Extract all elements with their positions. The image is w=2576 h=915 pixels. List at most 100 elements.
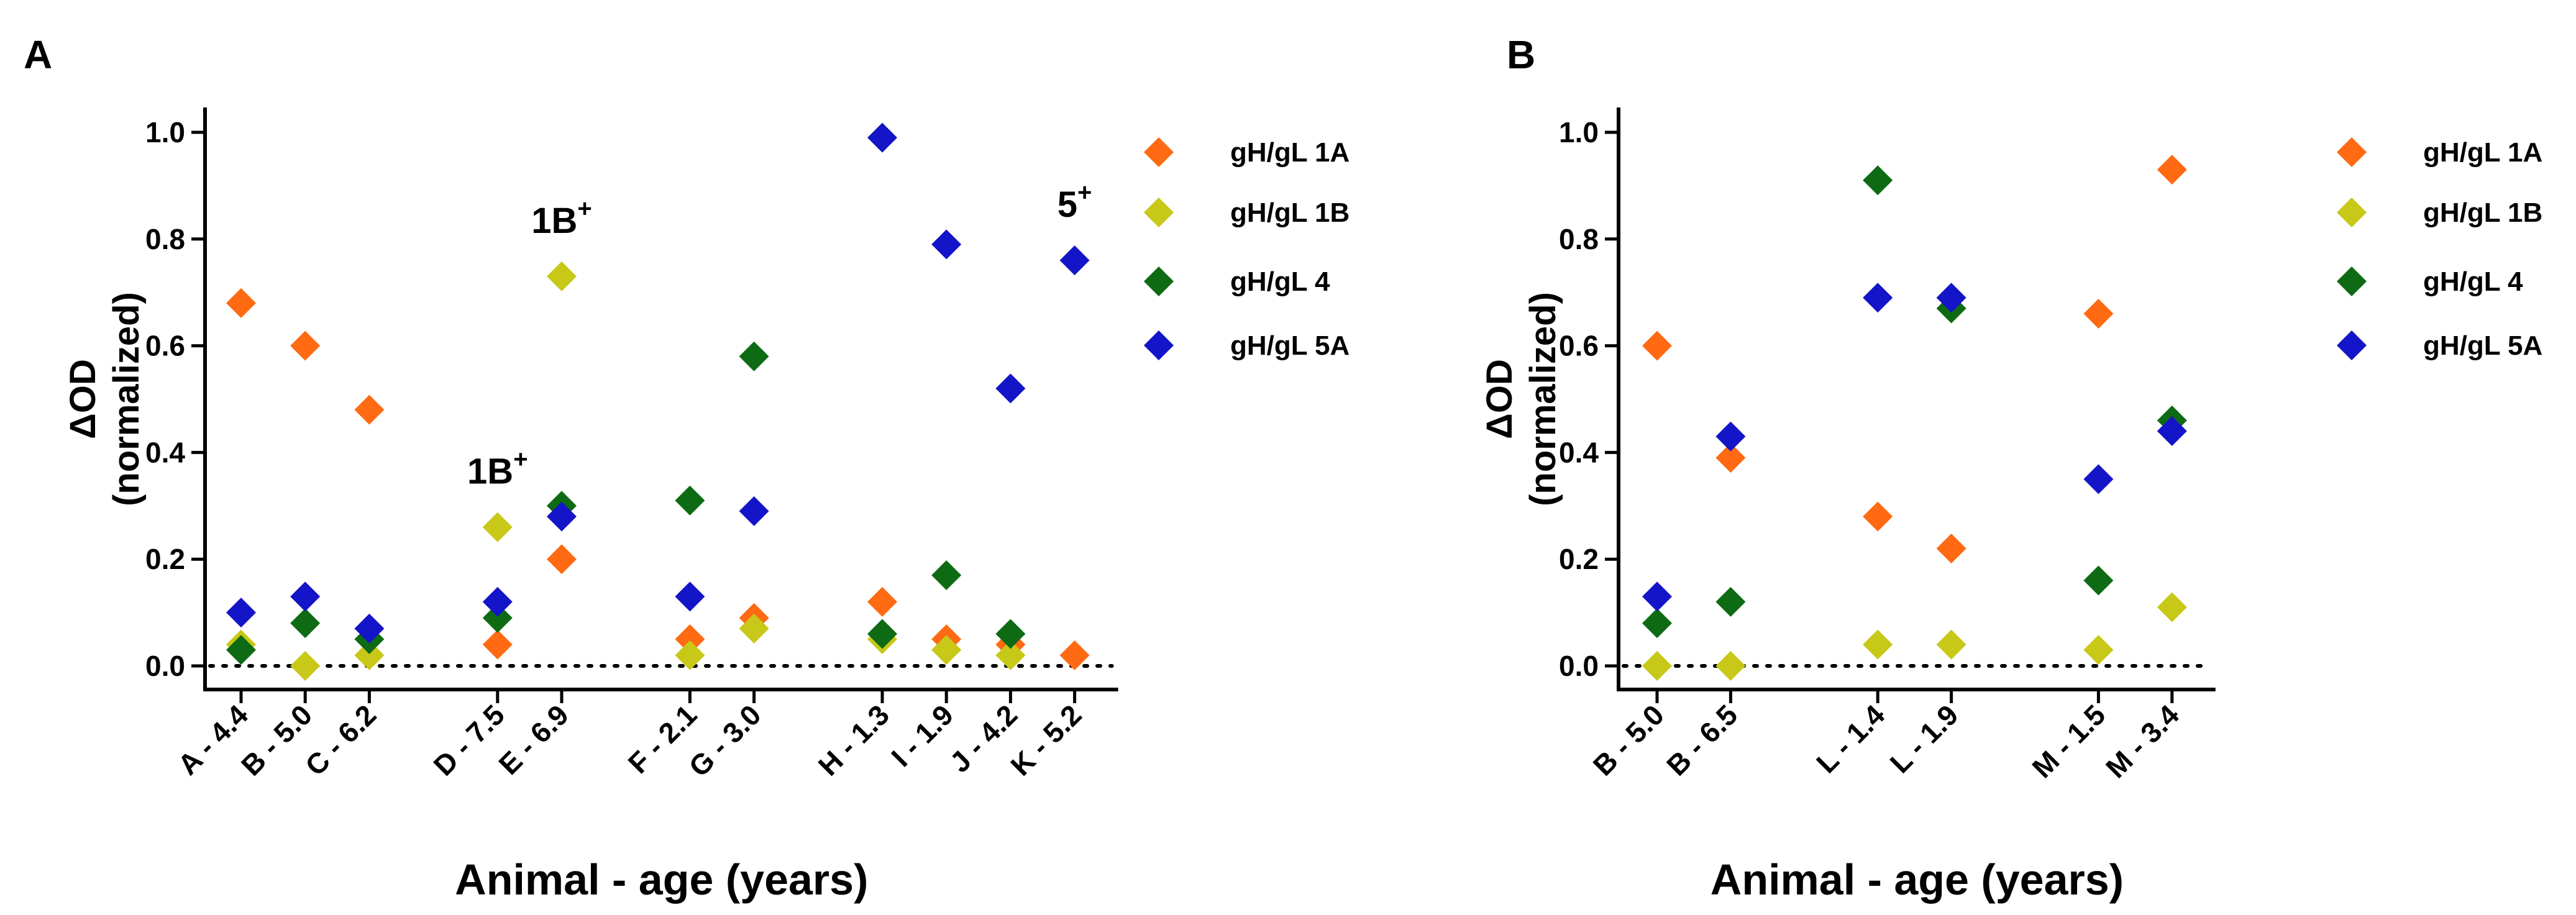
point-gh-gl-1b [931, 635, 962, 665]
panel-a: A 0.0 0.2 0.4 0.6 0.8 1.0 A - 4.4B - 5.0C - 6.2… [24, 32, 1350, 904]
point-gh-gl-4 [739, 341, 769, 371]
point-gh-gl-1b [547, 261, 577, 291]
y-tick-label: 0.4 [145, 436, 185, 468]
legend-label-gh-gl-1b: gH/gL 1B [2423, 198, 2542, 228]
x-tick-label: B - 6.5 [1660, 698, 1743, 781]
y-axis-title-line2: (normalized) [106, 292, 147, 506]
point-gh-gl-5a [1715, 421, 1746, 452]
y-tick-label: 1.0 [1559, 116, 1599, 148]
point-gh-gl-1a [290, 330, 321, 361]
point-gh-gl-1a [2083, 299, 2114, 329]
x-tick-label: H - 1.3 [812, 698, 895, 781]
annotation-superscript: + [513, 446, 528, 473]
point-gh-gl-1b [995, 640, 1026, 670]
y-tick-label: 0.0 [1559, 650, 1599, 682]
point-gh-gl-5a [867, 122, 897, 153]
y-axis-title-line1: ΔOD [1479, 359, 1520, 439]
point-gh-gl-1a [547, 544, 577, 575]
point-gh-gl-1b [1642, 651, 1672, 681]
point-gh-gl-1b [482, 512, 513, 542]
point-gh-gl-1b [739, 613, 769, 644]
point-gh-gl-1a [675, 624, 705, 655]
point-gh-gl-1b [354, 640, 385, 670]
panel-letter: A [24, 32, 52, 77]
y-axis-title-line1: ΔOD [63, 359, 103, 439]
point-gh-gl-1b [1863, 629, 1893, 660]
point-gh-gl-4 [1863, 165, 1893, 196]
panel-b: B 0.0 0.2 0.4 0.6 0.8 1.0 B - 5.0B - 6.5 L - 1.4… [1479, 32, 2542, 904]
panel-letter: B [1507, 32, 1535, 77]
y-tick-label: 0.4 [1559, 436, 1599, 468]
point-gh-gl-4 [675, 485, 705, 516]
x-tick-label: D - 7.5 [427, 698, 510, 781]
annotation-superscript: + [577, 195, 591, 222]
point-gh-gl-1a [1642, 330, 1672, 361]
legend-label-gh-gl-1a: gH/gL 1A [1230, 137, 1350, 168]
point-gh-gl-5a [482, 586, 513, 617]
y-tick-label: 0.0 [145, 650, 185, 682]
annotation-label: 5+ [1057, 179, 1092, 225]
point-gh-gl-4 [2083, 565, 2114, 596]
point-gh-gl-1b [675, 640, 705, 670]
x-tick-label: K - 5.2 [1004, 698, 1087, 781]
legend-label-gh-gl-4: gH/gL 4 [1230, 266, 1330, 297]
point-gh-gl-5a [354, 613, 385, 644]
point-gh-gl-4 [482, 603, 513, 633]
y-tick-label: 0.2 [1559, 543, 1599, 575]
y-tick-label: 0.6 [1559, 330, 1599, 362]
point-gh-gl-4 [1715, 586, 1746, 617]
point-gh-gl-1a [226, 288, 256, 318]
legend-marker-gh-gl-5a [2337, 330, 2367, 360]
x-tick-label: L - 1.4 [1810, 698, 1891, 779]
annotation-superscript: + [1077, 179, 1092, 206]
point-gh-gl-4 [931, 560, 962, 590]
legend-label-gh-gl-5a: gH/gL 5A [2423, 330, 2542, 361]
x-axis-title: Animal - age (years) [455, 855, 868, 904]
legend-marker-gh-gl-4 [2337, 266, 2367, 296]
point-gh-gl-5a [1936, 283, 1966, 313]
x-tick-label: M - 3.4 [2099, 698, 2185, 784]
y-tick-label: 0.6 [145, 330, 185, 362]
point-gh-gl-1b [290, 651, 321, 681]
legend-marker-gh-gl-1b [1144, 198, 1174, 227]
x-axis-title: Animal - age (years) [1710, 855, 2124, 904]
point-gh-gl-4 [226, 635, 256, 665]
point-gh-gl-5a [547, 501, 577, 532]
x-tick-label: G - 3.0 [682, 698, 767, 783]
point-gh-gl-5a [226, 598, 256, 628]
x-tick-label: L - 1.9 [1883, 698, 1964, 779]
point-gh-gl-1a [354, 394, 385, 425]
x-tick-label: A - 4.4 [171, 698, 254, 781]
point-gh-gl-1a [482, 629, 513, 660]
y-axis-title-line2: (normalized) [1523, 292, 1563, 506]
x-tick-label: I - 1.9 [885, 698, 959, 773]
point-gh-gl-5a [2157, 416, 2187, 447]
point-gh-gl-1a [1715, 442, 1746, 473]
annotation-label: 1B+ [467, 446, 528, 492]
x-tick-label: B - 5.0 [235, 698, 318, 781]
point-gh-gl-5a [995, 373, 1026, 404]
point-gh-gl-1a [1936, 534, 1966, 564]
y-tick-label: 1.0 [145, 116, 185, 148]
point-gh-gl-5a [1059, 245, 1090, 276]
point-gh-gl-5a [675, 581, 705, 612]
point-gh-gl-4 [867, 619, 897, 649]
x-tick-label: B - 5.0 [1587, 698, 1670, 781]
point-gh-gl-1a [1059, 640, 1090, 670]
point-gh-gl-1a [867, 586, 897, 617]
legend-label-gh-gl-1a: gH/gL 1A [2423, 137, 2542, 168]
point-gh-gl-5a [931, 229, 962, 260]
legend-label-gh-gl-4: gH/gL 4 [2423, 266, 2523, 297]
point-gh-gl-4 [290, 608, 321, 639]
point-gh-gl-1b [1936, 629, 1966, 660]
legend-marker-gh-gl-5a [1144, 330, 1174, 360]
point-gh-gl-1a [1863, 501, 1893, 532]
annotation-label: 1B+ [531, 195, 592, 241]
point-gh-gl-1b [1715, 651, 1746, 681]
point-gh-gl-5a [739, 496, 769, 526]
legend-marker-gh-gl-1a [1144, 137, 1174, 167]
point-gh-gl-4 [1642, 608, 1672, 639]
legend-label-gh-gl-5a: gH/gL 5A [1230, 330, 1350, 361]
x-tick-label: E - 6.9 [492, 698, 575, 781]
